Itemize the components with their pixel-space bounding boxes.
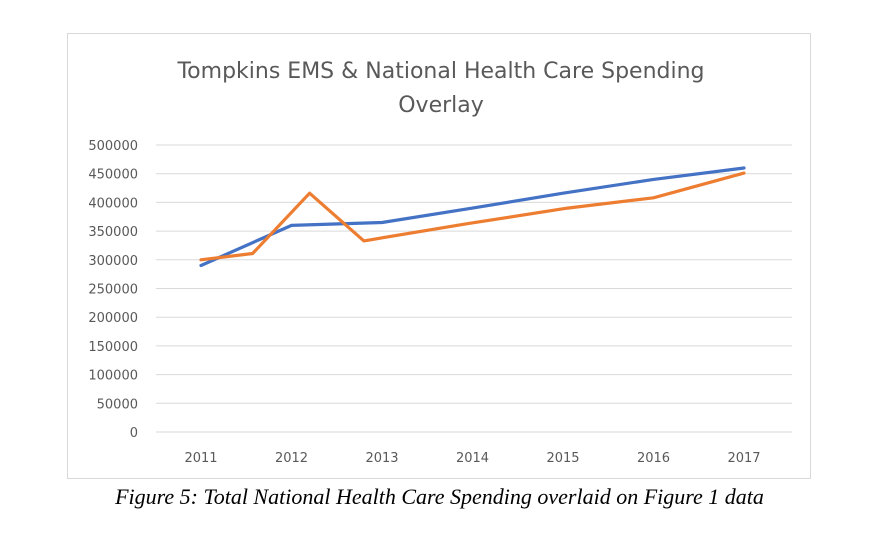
chart-title-line-2: Overlay: [398, 93, 484, 118]
y-tick-label: 400000: [88, 196, 138, 211]
x-tick-label: 2012: [275, 451, 308, 466]
y-tick-label: 150000: [88, 340, 138, 355]
y-tick-label: 200000: [88, 311, 138, 326]
line-chart: Tompkins EMS & National Health Care Spen…: [88, 59, 792, 466]
x-tick-label: 2013: [365, 451, 398, 466]
series-lines: [199, 166, 746, 268]
gridlines: [156, 144, 792, 433]
x-tick-label: 2015: [546, 451, 579, 466]
y-tick-label: 300000: [88, 254, 138, 269]
chart-area: Tompkins EMS & National Health Care Spen…: [67, 33, 811, 479]
y-tick-label: 250000: [88, 283, 138, 298]
y-axis-ticks: 5000004500004000003500003000002500002000…: [88, 139, 138, 441]
y-tick-label: 100000: [88, 369, 138, 384]
series-line-1: [199, 166, 746, 268]
x-tick-label: 2011: [184, 451, 217, 466]
series-line-2: [199, 171, 746, 262]
x-tick-label: 2017: [727, 451, 760, 466]
chart-title-line-1: Tompkins EMS & National Health Care Spen…: [176, 59, 704, 84]
y-tick-label: 500000: [88, 139, 138, 154]
x-tick-label: 2016: [637, 451, 670, 466]
x-tick-label: 2014: [456, 451, 489, 466]
y-tick-label: 350000: [88, 225, 138, 240]
y-tick-label: 450000: [88, 168, 138, 183]
figure-caption: Figure 5: Total National Health Care Spe…: [115, 484, 764, 509]
x-axis-ticks: 2011 2012 2013 2014 2015 2016 2017: [184, 451, 760, 466]
y-tick-label: 50000: [97, 397, 138, 412]
y-tick-label: 0: [130, 426, 138, 441]
